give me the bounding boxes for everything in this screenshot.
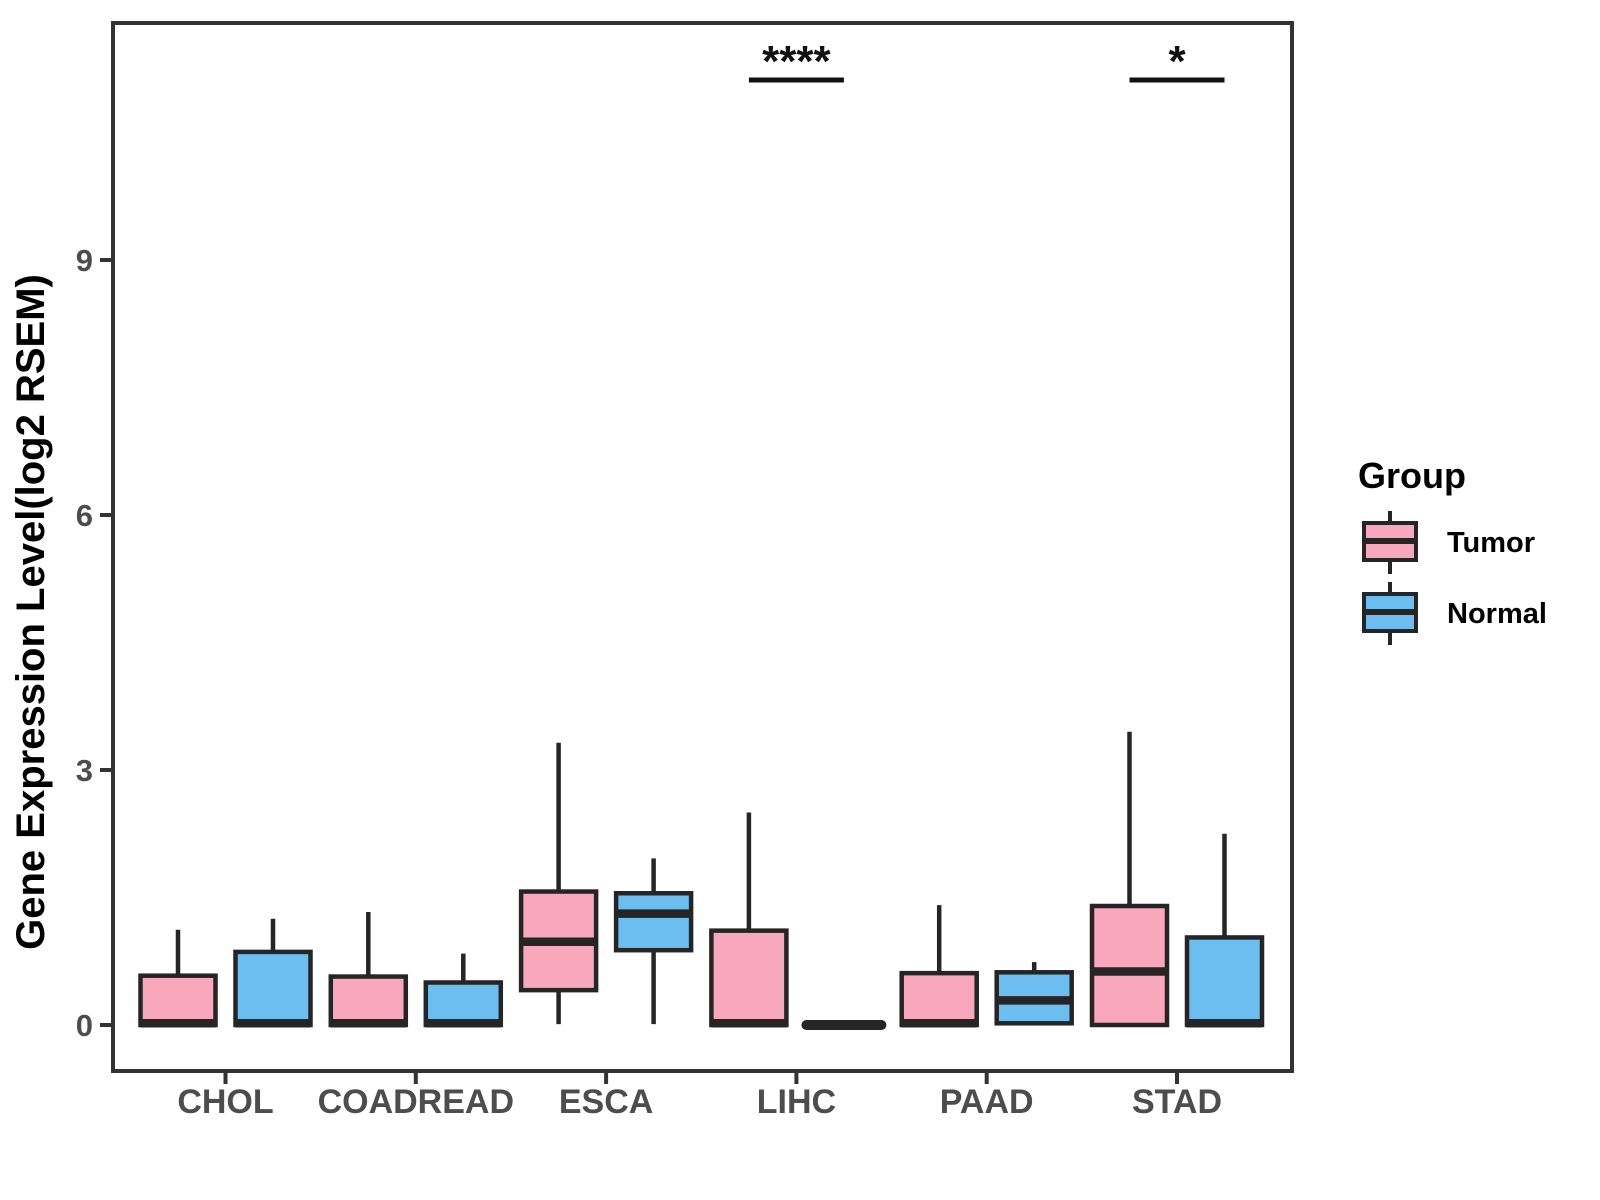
box-tumor-LIHC	[709, 812, 789, 1028]
significance-label: *	[1168, 37, 1186, 86]
significance-layer: **** *	[748, 37, 1225, 86]
box-rect	[899, 970, 979, 1028]
x-tick-label: ESCA	[559, 1083, 653, 1121]
box-normal-PAAD	[994, 962, 1074, 1026]
box-rect	[613, 891, 694, 953]
y-tick-label: 9	[76, 243, 93, 278]
boxes-layer	[138, 731, 1265, 1030]
box-normal-CHOL	[233, 918, 313, 1028]
x-tick-label: LIHC	[757, 1083, 836, 1121]
x-tick-label: PAAD	[940, 1083, 1034, 1121]
box-rect	[1089, 903, 1170, 1028]
axes-layer: 0 3 6 9 CHOL COADREAD ESCA LIHC PAAD STAD	[76, 243, 1222, 1121]
box-rect	[138, 973, 218, 1028]
legend-key-normal-icon	[1362, 582, 1418, 645]
significance-label: ****	[762, 37, 831, 86]
legend-title: Group	[1358, 455, 1466, 496]
box-normal-ESCA	[613, 858, 694, 1025]
box-tumor-STAD	[1089, 731, 1170, 1028]
box-normal-STAD	[1184, 833, 1265, 1028]
y-axis-title: Gene Expression Level(log2 RSEM)	[9, 274, 53, 950]
y-tick-label: 3	[76, 753, 93, 788]
x-tick-label: STAD	[1132, 1083, 1222, 1121]
box-rect	[709, 928, 789, 1028]
box-rect	[328, 974, 409, 1028]
x-tick-label: COADREAD	[318, 1083, 514, 1121]
box-tumor-CHOL	[138, 929, 218, 1028]
box-rect	[1184, 935, 1265, 1028]
box-rect	[233, 949, 313, 1028]
box-tumor-COADREAD	[328, 911, 409, 1028]
y-tick-label: 0	[76, 1008, 93, 1043]
y-tick-label: 6	[76, 498, 93, 533]
x-tick-label: CHOL	[177, 1083, 273, 1121]
legend-label-normal: Normal	[1447, 598, 1547, 630]
box-rect	[423, 980, 504, 1028]
legend: Group Tumor Normal	[1358, 455, 1547, 645]
legend-key-tumor-icon	[1362, 511, 1418, 574]
legend-label-tumor: Tumor	[1447, 527, 1535, 559]
plot-panel-border	[111, 21, 1294, 1073]
box-tumor-ESCA	[518, 742, 599, 1025]
box-normal-COADREAD	[423, 953, 504, 1028]
box-tumor-PAAD	[899, 905, 979, 1028]
